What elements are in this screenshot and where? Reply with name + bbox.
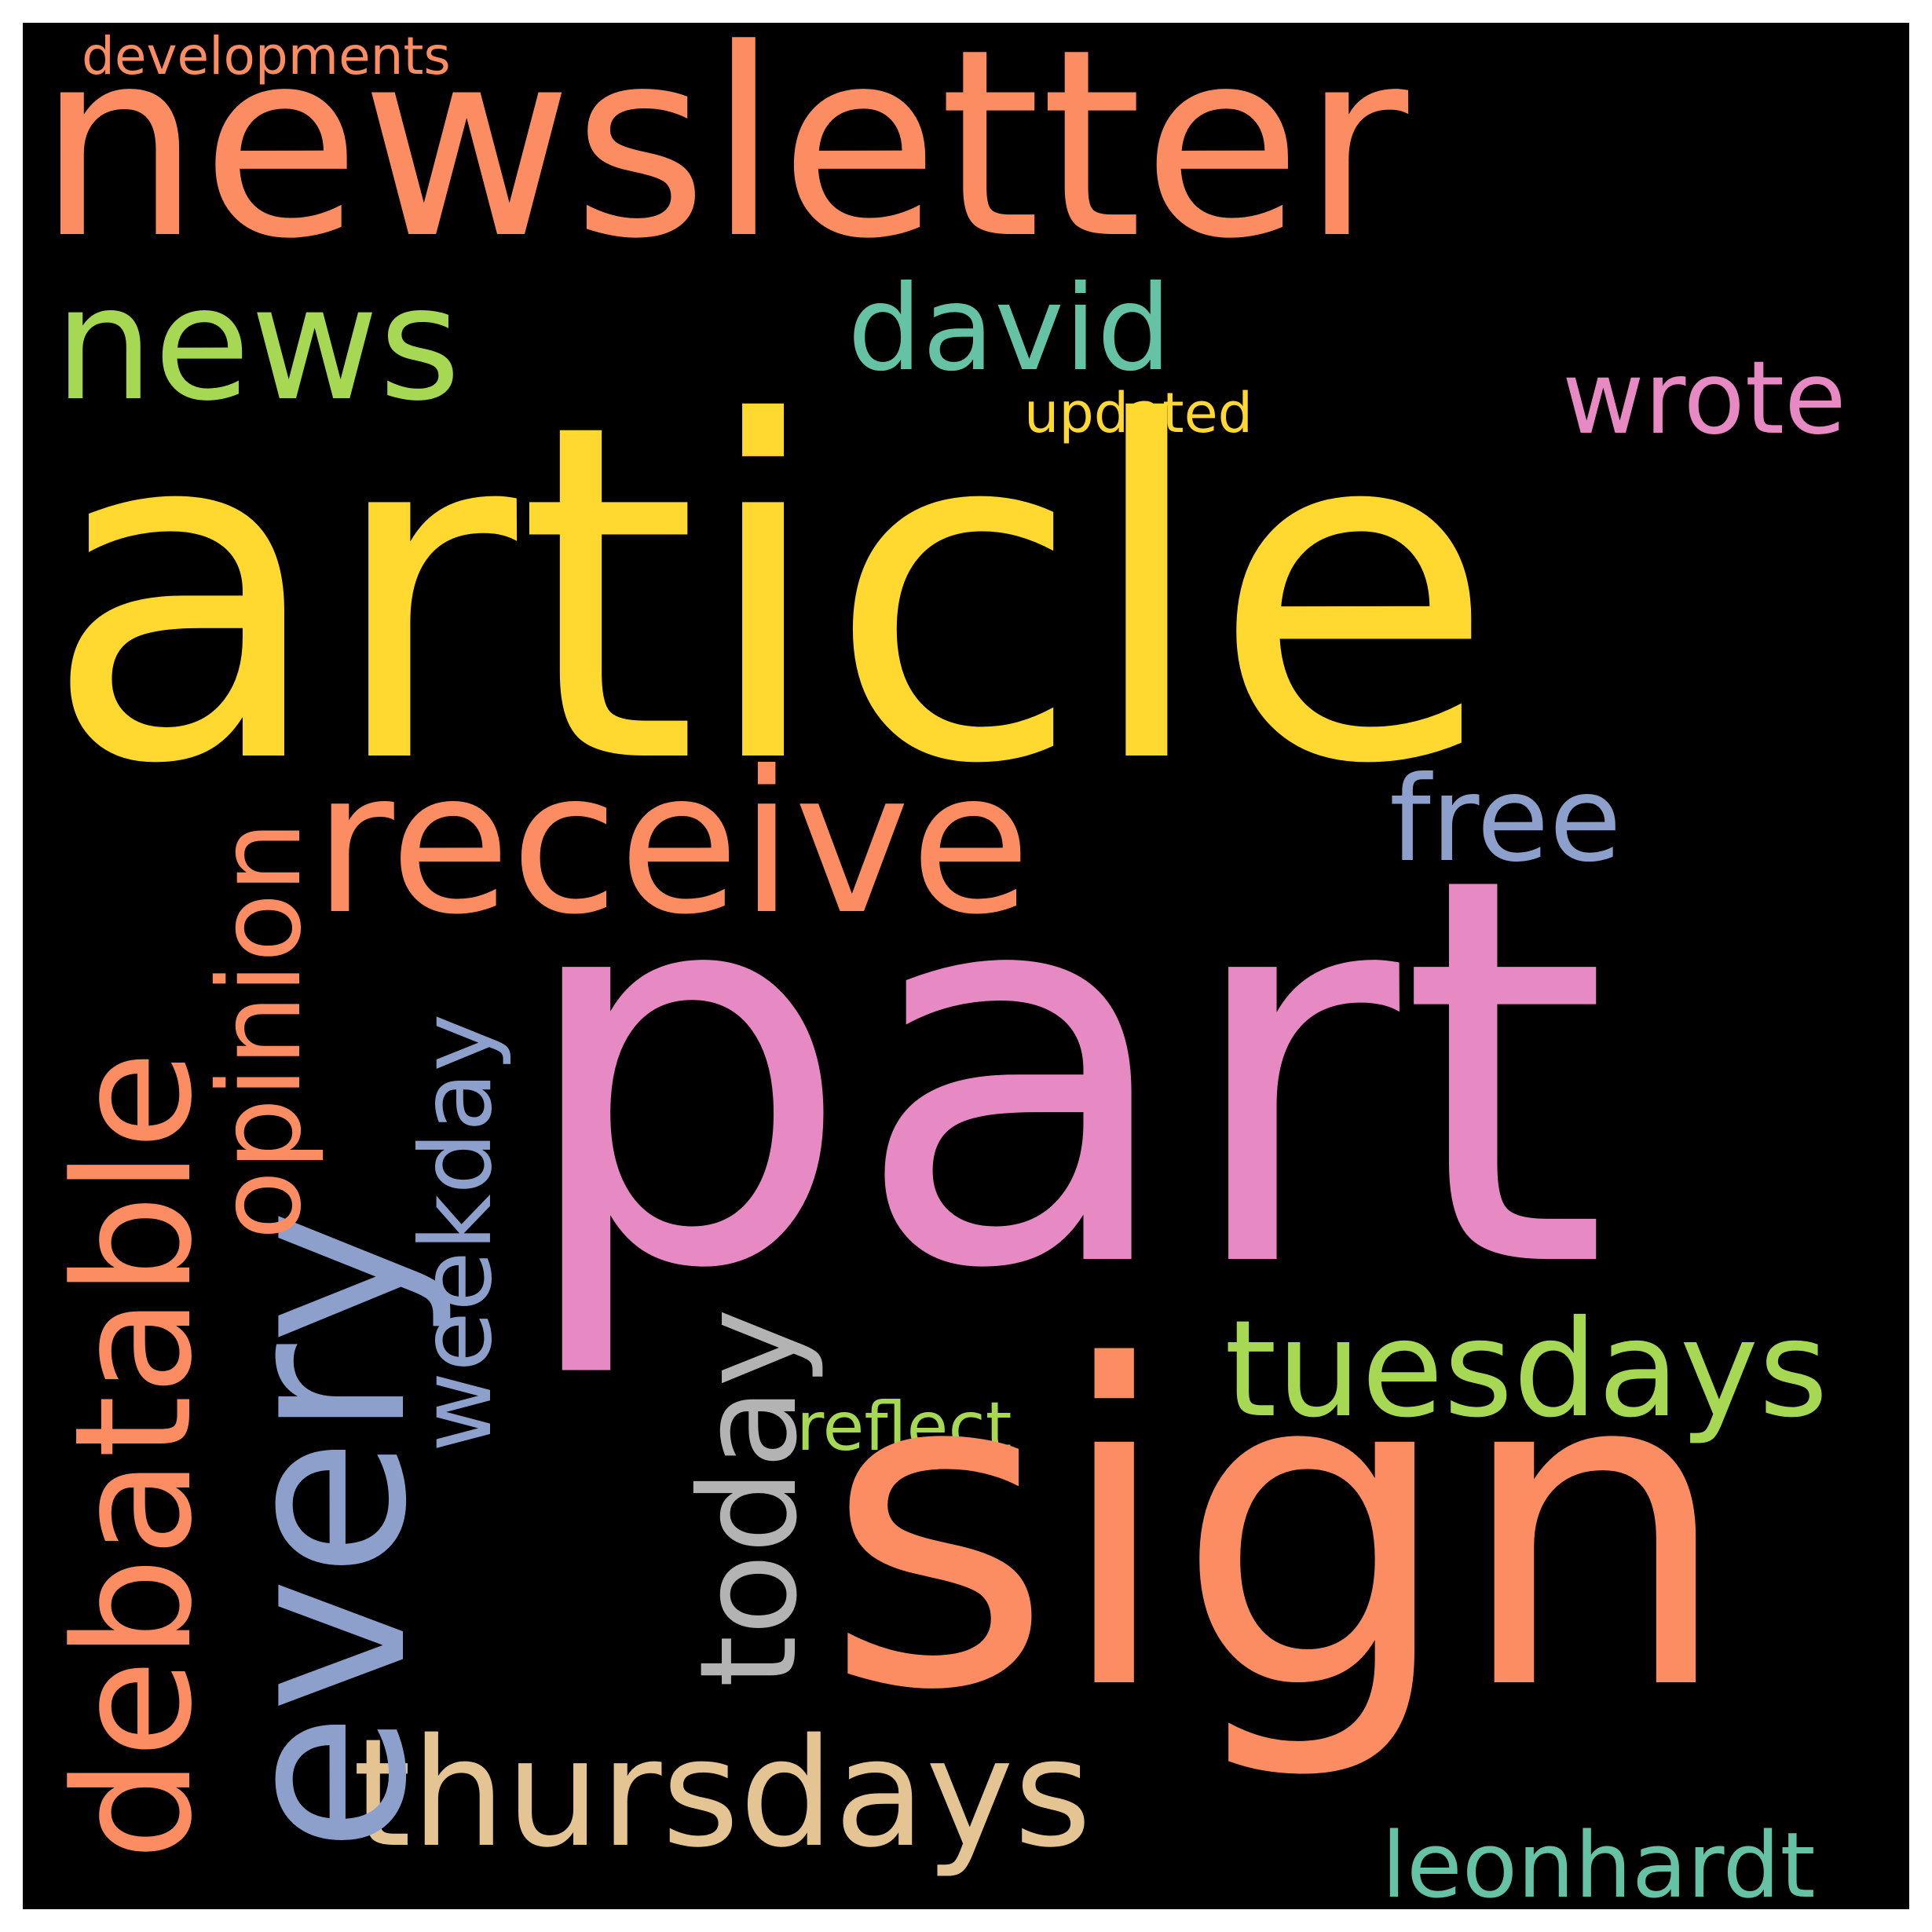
word-debatable: debatable (41, 1050, 228, 1861)
word-weekday: weekday (400, 1013, 514, 1452)
word-article: article (42, 326, 1496, 865)
word-tuesdays: tuesdays (1224, 1292, 1828, 1447)
word-updated: updated (1024, 381, 1253, 445)
word-part: part (514, 764, 1609, 1385)
word-news: news (54, 253, 461, 436)
word-newsletter: newsletter (37, 23, 1409, 295)
word-sign: sign (824, 1275, 1733, 1787)
word-david: david (847, 261, 1172, 397)
word-today: today (671, 1308, 827, 1688)
word-developments: developments (82, 26, 451, 86)
word-cloud: developments newsletter news david wrote… (23, 23, 1909, 1909)
word-reflect: reflect (796, 1388, 1012, 1466)
word-opinion: opinion (194, 821, 327, 1240)
word-wrote: wrote (1562, 340, 1846, 457)
word-free: free (1389, 752, 1622, 888)
word-leonhardt: leonhardt (1381, 1813, 1816, 1910)
word-receive: receive (313, 729, 1031, 957)
word-thursdays: thursdays (353, 1707, 1092, 1880)
